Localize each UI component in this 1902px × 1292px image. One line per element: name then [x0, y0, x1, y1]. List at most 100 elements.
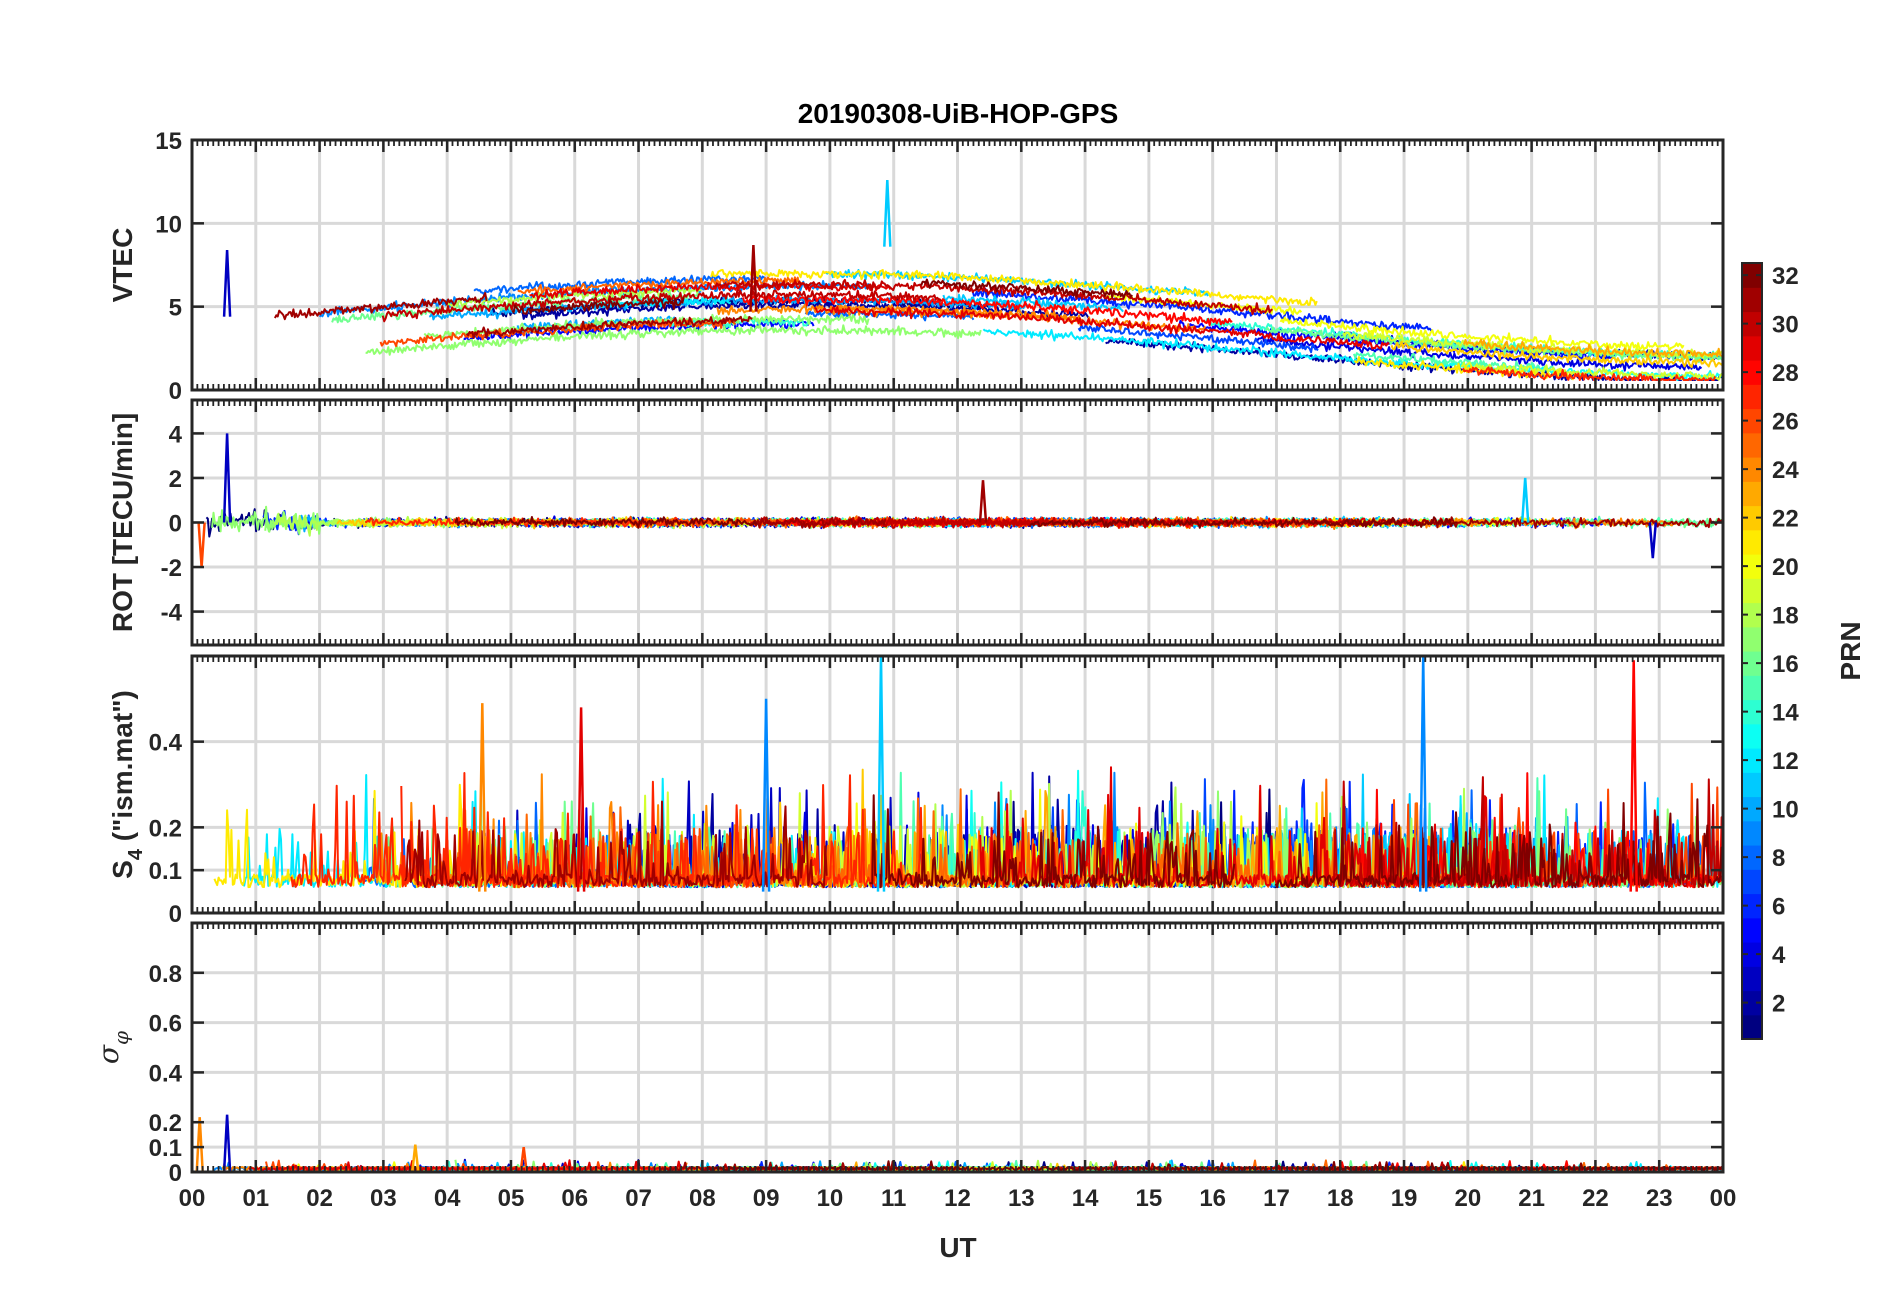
series-line-prn-17	[365, 324, 982, 356]
x-tick-label: 04	[434, 1185, 461, 1212]
series-line-prn-31	[404, 796, 828, 889]
series-line-prn-27	[290, 772, 925, 889]
series-line-prn-30	[381, 289, 943, 323]
series-traces	[222, 179, 1723, 381]
y-axis-label: ROT [TECU/min]	[107, 413, 138, 632]
y-axis-label-main: S	[107, 860, 138, 879]
highlight-spike-prn-24	[478, 703, 487, 892]
series-line-prn-31	[274, 292, 488, 321]
colorbar-swatch	[1742, 505, 1762, 531]
colorbar-swatch	[1742, 820, 1762, 846]
series-line-prn-32	[705, 1160, 1268, 1171]
highlight-spike-prn-9	[761, 698, 771, 892]
y-tick-label: 10	[155, 211, 182, 238]
colorbar-swatch	[1742, 942, 1762, 967]
series-traces	[197, 433, 1723, 568]
highlight-spike-prn-31	[978, 480, 988, 523]
x-tick-label: 00	[179, 1185, 206, 1212]
tick-marks	[190, 138, 1725, 392]
colorbar-tick-label: 14	[1772, 700, 1799, 727]
colorbar-swatch	[1742, 432, 1762, 458]
series-line-prn-32	[454, 516, 758, 529]
colorbar-swatch	[1742, 360, 1762, 385]
y-tick-label: 2	[169, 466, 182, 493]
colorbar-tick-label: 6	[1772, 894, 1785, 921]
series-line-prn-27	[400, 785, 564, 889]
x-tick-label: 09	[753, 1185, 780, 1212]
highlight-spike-prn-3	[222, 1114, 232, 1172]
colorbar-swatch	[1742, 675, 1762, 701]
colorbar-swatch	[1742, 481, 1762, 507]
colorbar-swatch	[1742, 748, 1762, 773]
tick-marks	[190, 923, 1725, 1174]
y-tick-label: 0	[169, 1160, 182, 1187]
colorbar-swatch	[1742, 651, 1762, 676]
y-tick-label: 0.1	[149, 1135, 182, 1162]
colorbar-swatch	[1742, 311, 1762, 337]
panel-1: 0 5 10 15 VTEC	[107, 128, 1725, 405]
highlight-spike-prn-31	[749, 244, 758, 312]
x-tick-label: 11	[881, 1185, 906, 1212]
panel-4: 00.10.2 0.4 0.6 0.8 σφ 00 01 02 03 04 05 06 07 08 09 10…	[92, 921, 1736, 1212]
colorbar-swatch	[1742, 1014, 1762, 1040]
y-tick-label: -4	[161, 600, 183, 627]
colorbar-swatch	[1742, 263, 1762, 288]
colorbar-swatch	[1742, 408, 1762, 434]
colorbar-tick-label: 12	[1772, 748, 1799, 775]
series-traces	[213, 656, 1723, 892]
series-line-prn-28	[1353, 772, 1723, 889]
series-line-prn-29	[529, 279, 892, 301]
x-tick-label: 06	[561, 1185, 588, 1212]
y-axis-label-tail: ("ism.mat")	[107, 690, 138, 849]
colorbar-tick-label: 10	[1772, 797, 1799, 824]
series-line-prn-32	[869, 791, 1236, 889]
x-tick-label: 05	[498, 1185, 525, 1212]
series-line-prn-4	[1256, 335, 1703, 372]
colorbar-swatch	[1742, 893, 1762, 919]
colorbar-swatch	[1742, 796, 1762, 822]
y-axis-label: σφ	[92, 1031, 133, 1064]
x-tick-label: 03	[370, 1185, 397, 1212]
x-axis-label: UT	[939, 1232, 976, 1263]
colorbar-swatch	[1742, 335, 1762, 361]
series-line-prn-31	[752, 516, 887, 529]
series-line-prn-27	[1462, 366, 1717, 381]
series-line-prn-31	[465, 315, 753, 339]
highlight-spike-prn-28	[1629, 660, 1638, 892]
chart-title: 20190308-UiB-HOP-GPS	[798, 98, 1119, 129]
highlight-spike-prn-11	[883, 179, 892, 247]
x-tick-label: 12	[944, 1185, 971, 1212]
series-line-prn-30	[712, 278, 1273, 316]
colorbar-tick-label: 4	[1772, 942, 1786, 969]
highlight-spike-prn-3	[222, 249, 232, 317]
colorbar-swatch	[1742, 626, 1762, 652]
x-tick-label: 19	[1391, 1185, 1418, 1212]
y-tick-label: 0	[169, 901, 182, 928]
colorbar-swatch	[1742, 287, 1762, 313]
panel-3: 00.10.20.4S4 ("ism.mat")	[107, 654, 1725, 928]
colorbar-swatch	[1742, 845, 1762, 870]
highlight-spike-prn-26	[519, 1146, 528, 1172]
x-tick-label: 21	[1518, 1185, 1545, 1212]
y-tick-label: 0.6	[149, 1011, 182, 1038]
colorbar-swatch	[1742, 917, 1762, 943]
series-line-prn-32	[1274, 798, 1723, 889]
colorbar-swatch	[1742, 457, 1762, 482]
tick-marks	[190, 400, 1725, 645]
tick-marks	[190, 656, 1725, 915]
highlight-spike-prn-3	[222, 433, 232, 523]
series-line-prn-20	[1279, 316, 1685, 352]
y-tick-label: 0.2	[149, 1110, 182, 1137]
y-tick-label: 0.1	[149, 858, 182, 885]
x-tick-label: 10	[817, 1185, 844, 1212]
x-tick-label: 07	[625, 1185, 652, 1212]
colorbar-tick-label: 30	[1772, 312, 1799, 339]
colorbar-tick-label: 16	[1772, 651, 1799, 678]
x-tick-label: 08	[689, 1185, 716, 1212]
colorbar-swatch	[1742, 578, 1762, 604]
colorbar-tick-label: 22	[1772, 506, 1799, 533]
series-line-prn-6	[971, 287, 1433, 332]
series-line-prn-29	[813, 306, 1390, 350]
series-line-prn-12	[597, 295, 732, 309]
colorbar-tick-label: 26	[1772, 409, 1799, 436]
